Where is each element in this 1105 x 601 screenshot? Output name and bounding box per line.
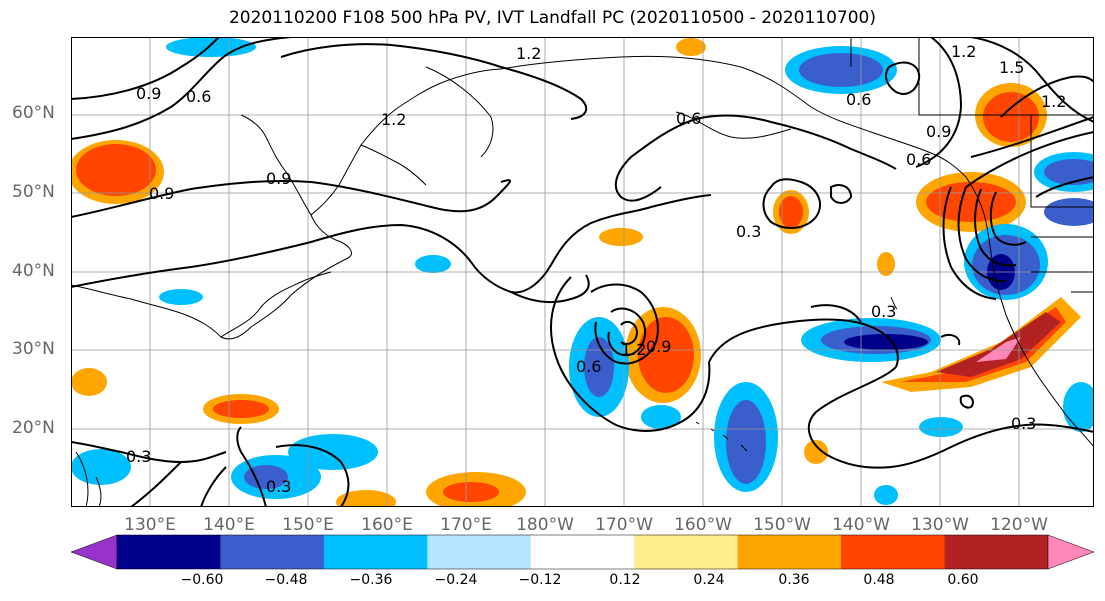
contour-label: 1.5 bbox=[999, 58, 1024, 77]
negative-shading bbox=[1063, 382, 1099, 432]
negative-shading bbox=[844, 334, 928, 350]
lon-label: 130°W bbox=[911, 515, 969, 535]
contour-label: 0.9 bbox=[149, 184, 174, 203]
colorbar-tick: 0.12 bbox=[609, 572, 641, 588]
colorbar-tick: 0.24 bbox=[693, 572, 725, 588]
lat-label: 40°N bbox=[12, 261, 55, 281]
positive-shading bbox=[936, 312, 1061, 377]
contour-label: 0.6 bbox=[186, 87, 211, 106]
negative-shading bbox=[726, 400, 766, 484]
colorbar-cell bbox=[323, 535, 428, 569]
negative-shading bbox=[641, 405, 681, 429]
positive-shading bbox=[599, 228, 643, 246]
contour-label: 1.2 bbox=[1041, 92, 1066, 111]
map-title: 2020110200 F108 500 hPa PV, IVT Landfall… bbox=[228, 8, 876, 28]
colorbar-cell bbox=[634, 535, 739, 569]
lat-label: 50°N bbox=[12, 182, 55, 202]
contour-label: 0.3 bbox=[736, 222, 761, 241]
colorbar-cells bbox=[116, 534, 1049, 570]
lon-label: 130°E bbox=[124, 515, 176, 535]
contour-label: 1.2 bbox=[621, 340, 646, 359]
contour-label: 1.2 bbox=[516, 44, 541, 63]
contour-label: 0.9 bbox=[136, 84, 161, 103]
map-svg: 1.2 0.9 0.6 0.6 1.2 0.9 0.9 0.6 0.6 0.3 … bbox=[68, 36, 1105, 514]
pv-contours bbox=[70, 36, 1095, 508]
lon-label: 170°E bbox=[440, 515, 492, 535]
positive-shading bbox=[638, 317, 694, 393]
contour-label: 0.6 bbox=[576, 357, 601, 376]
colorbar-cell bbox=[841, 535, 946, 569]
shading-layer bbox=[68, 37, 1105, 514]
lon-label: 170°W bbox=[595, 515, 653, 535]
negative-shading bbox=[166, 37, 256, 57]
negative-shading bbox=[584, 337, 614, 397]
map-panel[interactable]: 1.2 0.9 0.6 0.6 1.2 0.9 0.9 0.6 0.6 0.3 … bbox=[68, 36, 1105, 514]
negative-shading bbox=[919, 417, 963, 437]
contour-label: 0.3 bbox=[871, 302, 896, 321]
contour-label: 0.3 bbox=[1011, 414, 1036, 433]
lon-label: 150°W bbox=[753, 515, 811, 535]
positive-shading bbox=[213, 400, 269, 418]
lon-label: 120°W bbox=[990, 515, 1048, 535]
positive-shading bbox=[779, 196, 803, 228]
colorbar-cell bbox=[427, 535, 532, 569]
lon-label: 140°E bbox=[203, 515, 255, 535]
positive-shading bbox=[676, 38, 706, 56]
contour-label: 0.9 bbox=[266, 169, 291, 188]
positive-shading bbox=[443, 482, 499, 502]
contour-label: 1.2 bbox=[951, 42, 976, 61]
contour-label: 0.6 bbox=[676, 109, 701, 128]
positive-shading bbox=[926, 182, 1016, 222]
coastlines bbox=[70, 37, 1095, 508]
colorbar-tick: −0.60 bbox=[180, 572, 224, 588]
contour-label: 0.6 bbox=[846, 90, 871, 109]
colorbar bbox=[70, 534, 1095, 570]
colorbar-extend-max bbox=[1047, 534, 1095, 570]
negative-shading bbox=[244, 465, 288, 489]
contour-label: 1.2 bbox=[381, 110, 406, 129]
colorbar-tick: 0.60 bbox=[947, 572, 979, 588]
contour-label: 0.9 bbox=[646, 337, 671, 356]
positive-shading bbox=[877, 252, 895, 276]
colorbar-cell bbox=[220, 535, 325, 569]
lon-label: 150°E bbox=[282, 515, 334, 535]
lon-label: 140°W bbox=[832, 515, 890, 535]
contour-label: 0.3 bbox=[266, 477, 291, 496]
negative-shading bbox=[71, 449, 131, 485]
lon-label: 160°E bbox=[361, 515, 413, 535]
colorbar-cell bbox=[530, 535, 635, 569]
positive-shading bbox=[71, 368, 107, 396]
positive-shading bbox=[76, 144, 156, 196]
negative-shading bbox=[799, 53, 883, 87]
positive-shading bbox=[804, 440, 828, 464]
negative-shading bbox=[1044, 198, 1104, 226]
contour-label: 0.9 bbox=[926, 122, 951, 141]
contour-label-layer: 1.2 0.9 0.6 0.6 1.2 0.9 0.9 0.6 0.6 0.3 … bbox=[126, 42, 1066, 496]
colorbar-cell bbox=[944, 535, 1049, 569]
lon-label: 160°W bbox=[674, 515, 732, 535]
map-frame bbox=[71, 37, 1094, 507]
negative-shading bbox=[874, 485, 898, 505]
negative-shading bbox=[159, 289, 203, 305]
positive-shading bbox=[881, 297, 1081, 392]
negative-shading bbox=[288, 434, 378, 470]
colorbar-tick: −0.36 bbox=[349, 572, 393, 588]
colorbar-tick: −0.48 bbox=[264, 572, 308, 588]
colorbar-tick: −0.12 bbox=[518, 572, 562, 588]
negative-shading bbox=[415, 255, 451, 273]
positive-shading bbox=[976, 337, 1021, 362]
lon-label: 180°W bbox=[516, 515, 574, 535]
contour-label: 0.3 bbox=[126, 447, 151, 466]
contour-label: 0.6 bbox=[906, 150, 931, 169]
colorbar-cell bbox=[117, 535, 221, 569]
positive-shading bbox=[983, 92, 1039, 142]
lat-label: 60°N bbox=[12, 103, 55, 123]
colorbar-tick: 0.48 bbox=[863, 572, 895, 588]
lat-label: 20°N bbox=[12, 418, 55, 438]
lat-label: 30°N bbox=[12, 339, 55, 359]
colorbar-extend-min bbox=[70, 534, 118, 570]
colorbar-cell bbox=[737, 535, 842, 569]
colorbar-tick: 0.36 bbox=[778, 572, 810, 588]
colorbar-tick: −0.24 bbox=[434, 572, 478, 588]
